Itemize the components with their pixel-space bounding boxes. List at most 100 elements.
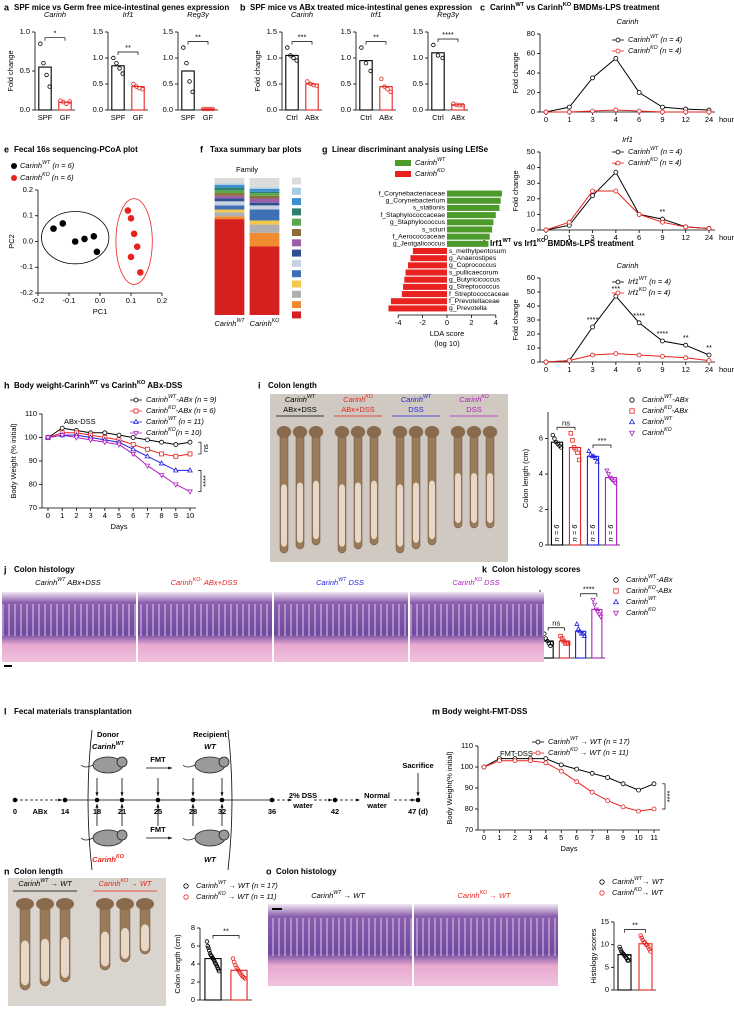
- x-tick-label: SPF: [111, 113, 126, 122]
- data-point: [130, 435, 136, 440]
- chart-subtitle: Family: [236, 165, 258, 174]
- legend-label-part: Carinh: [626, 575, 648, 584]
- stack-segment: [214, 201, 245, 206]
- image-label-part: Carinh: [457, 891, 479, 900]
- data-point: [210, 106, 215, 112]
- sig-label: ****: [587, 315, 599, 324]
- data-point: [71, 238, 79, 245]
- legend-label-part: KO: [648, 585, 656, 591]
- legend-swatch: [292, 187, 301, 195]
- panel-label: j: [3, 564, 7, 574]
- x-tick-label: 6: [637, 365, 641, 374]
- data-point: [242, 976, 248, 981]
- data-point: [575, 625, 582, 631]
- y-tick-label: 1.5: [163, 27, 173, 36]
- panel-title: Colon length: [14, 867, 63, 876]
- legend-swatch: [292, 290, 301, 298]
- legend-label-part: WT: [168, 394, 177, 400]
- colon: [21, 940, 29, 986]
- y-tick-label: 0.0: [163, 105, 173, 114]
- panel-title-part: Carinh: [490, 3, 515, 12]
- day-label: 14: [61, 807, 70, 816]
- data-point: [543, 227, 549, 233]
- data-point: [111, 55, 116, 61]
- legend-label: CarinhKO: [642, 427, 672, 437]
- x-tick-label: 0.1: [126, 296, 136, 305]
- sig-label: ***: [598, 436, 607, 445]
- data-point: [187, 489, 193, 495]
- stack-segment: [249, 187, 280, 189]
- arrow-head: [120, 792, 124, 796]
- image-label-part: Carinh: [171, 578, 193, 587]
- data-point: [640, 937, 645, 943]
- sig-label: ***: [611, 284, 620, 293]
- colon: [408, 426, 424, 438]
- data-point: [566, 104, 572, 110]
- legend-label-part: KO: [168, 427, 176, 433]
- sig-bracket: [198, 470, 202, 492]
- legend-marker: [615, 48, 621, 54]
- y-axis-label: Fold change: [511, 52, 520, 93]
- legend-label-part: (n = 4): [658, 147, 682, 156]
- chart-subtitle: FMT-DSS: [500, 749, 533, 758]
- x-tick-label: 0: [544, 233, 548, 242]
- y-axis-label: Body Weight(% initial): [445, 751, 454, 825]
- x-tick-label: 4: [614, 115, 618, 124]
- legend-marker: [599, 890, 605, 896]
- arrow-head: [58, 798, 62, 802]
- image-label: CarinhWT ABx+DSS: [35, 577, 101, 587]
- bar: [204, 958, 222, 1001]
- x-tick-label: Ctrl: [360, 113, 372, 122]
- sig-bracket: [437, 38, 459, 42]
- data-point: [683, 224, 689, 230]
- legend-label-part: KO: [570, 747, 578, 753]
- data-point: [574, 766, 580, 772]
- data-point: [558, 445, 564, 450]
- chart-subtitle: Irf1: [622, 135, 633, 144]
- y-tick-label: 40: [527, 163, 535, 172]
- x-axis-label: LDA score: [430, 329, 465, 338]
- data-point: [363, 61, 369, 66]
- bar: [285, 54, 299, 111]
- bar: [305, 83, 319, 111]
- colon: [141, 924, 149, 952]
- bar: [431, 52, 445, 111]
- legend-marker: [628, 418, 636, 425]
- y-tick-label: 0.2: [23, 185, 33, 194]
- y-tick-label: 0.5: [267, 79, 277, 88]
- data-point: [586, 448, 592, 453]
- data-point: [558, 768, 564, 774]
- y-tick-label: 4: [539, 469, 543, 478]
- legend-marker: [613, 588, 619, 594]
- diagram-label: FMT: [150, 755, 166, 764]
- data-point: [481, 764, 487, 770]
- y-tick-label: 0.5: [163, 79, 173, 88]
- x-tick-label: 0.0: [95, 296, 105, 305]
- data-point: [593, 607, 599, 613]
- data-point: [67, 99, 72, 104]
- x-tick-label: CarinhKO: [250, 318, 280, 328]
- mouse-icon: [80, 837, 94, 841]
- data-point: [638, 933, 643, 938]
- stack-segment: [249, 195, 280, 199]
- data-point: [114, 61, 119, 66]
- data-point: [120, 71, 125, 76]
- photo-label: CarinhWT: [285, 394, 316, 404]
- x-tick-label: 9: [660, 365, 664, 374]
- panel-title-part: WT: [90, 380, 99, 386]
- legend-label-part: (n = 4): [658, 158, 682, 167]
- data-point: [38, 41, 43, 46]
- legend-label: CarinhKO → WT (n = 11): [548, 747, 629, 757]
- x-tick-label: 0: [544, 365, 548, 374]
- stack-segment: [249, 191, 280, 194]
- colon: [16, 898, 34, 910]
- timeline-point: [12, 797, 18, 803]
- data-point: [575, 450, 580, 455]
- panel-title: Body weight-CarinhWT vs CarinhKO ABx-DSS: [14, 380, 183, 390]
- y-tick-label: 70: [29, 503, 37, 512]
- colon: [101, 931, 109, 967]
- stack-segment: [249, 205, 280, 210]
- colon: [397, 484, 403, 547]
- x-tick-label: 9: [660, 233, 664, 242]
- legend-label-part: Carinh: [146, 417, 168, 426]
